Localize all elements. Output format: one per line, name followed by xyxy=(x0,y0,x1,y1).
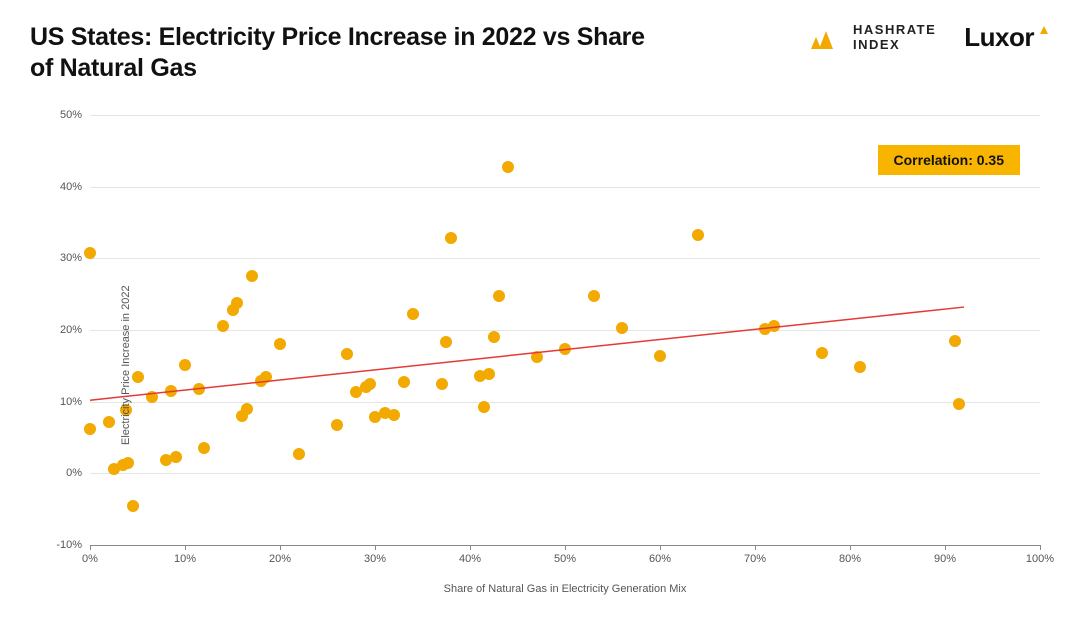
data-point xyxy=(84,423,96,435)
data-point xyxy=(531,351,543,363)
y-tick-label: 20% xyxy=(60,324,82,336)
data-point xyxy=(949,335,961,347)
data-point xyxy=(440,336,452,348)
data-point xyxy=(488,331,500,343)
logo-group: HASHRATE INDEX Luxor xyxy=(811,22,1050,53)
data-point xyxy=(179,359,191,371)
gridline xyxy=(90,258,1040,259)
x-tick xyxy=(850,545,851,550)
hashrate-line1: HASHRATE xyxy=(853,23,936,37)
x-tick xyxy=(660,545,661,550)
y-tick-label: 10% xyxy=(60,396,82,408)
page-title: US States: Electricity Price Increase in… xyxy=(30,22,650,85)
y-tick-label: 40% xyxy=(60,181,82,193)
luxor-logo: Luxor xyxy=(964,22,1050,53)
x-tick xyxy=(470,545,471,550)
x-tick-label: 90% xyxy=(934,553,956,565)
data-point xyxy=(103,416,115,428)
luxor-icon xyxy=(1038,24,1050,36)
data-point xyxy=(388,409,400,421)
x-tick xyxy=(945,545,946,550)
gridline xyxy=(90,473,1040,474)
data-point xyxy=(331,419,343,431)
data-point xyxy=(616,322,628,334)
x-tick xyxy=(1040,545,1041,550)
data-point xyxy=(398,376,410,388)
gridline xyxy=(90,330,1040,331)
gridline xyxy=(90,402,1040,403)
scatter-chart: Electricity Price Increase in 2022 Share… xyxy=(90,115,1040,545)
y-tick-label: -10% xyxy=(56,539,82,551)
data-point xyxy=(84,247,96,259)
luxor-text: Luxor xyxy=(964,22,1034,53)
data-point xyxy=(170,451,182,463)
data-point xyxy=(122,457,134,469)
x-tick-label: 0% xyxy=(82,553,98,565)
data-point xyxy=(260,371,272,383)
x-tick xyxy=(375,545,376,550)
data-point xyxy=(493,290,505,302)
x-tick xyxy=(90,545,91,550)
data-point xyxy=(483,368,495,380)
gridline xyxy=(90,115,1040,116)
data-point xyxy=(502,161,514,173)
data-point xyxy=(816,347,828,359)
data-point xyxy=(407,308,419,320)
x-axis-title: Share of Natural Gas in Electricity Gene… xyxy=(90,583,1040,595)
y-axis-title: Electricity Price Increase in 2022 xyxy=(120,285,132,445)
data-point xyxy=(246,270,258,282)
x-tick-label: 80% xyxy=(839,553,861,565)
x-tick-label: 100% xyxy=(1026,553,1054,565)
data-point xyxy=(217,320,229,332)
hashrate-icon xyxy=(811,23,845,53)
data-point xyxy=(588,290,600,302)
data-point xyxy=(146,391,158,403)
hashrate-index-logo: HASHRATE INDEX xyxy=(811,23,936,53)
data-point xyxy=(478,401,490,413)
data-point xyxy=(274,338,286,350)
x-tick xyxy=(755,545,756,550)
data-point xyxy=(241,403,253,415)
x-tick xyxy=(565,545,566,550)
x-tick xyxy=(185,545,186,550)
y-tick-label: 0% xyxy=(66,467,82,479)
data-point xyxy=(132,371,144,383)
gridline xyxy=(90,187,1040,188)
x-tick-label: 20% xyxy=(269,553,291,565)
data-point xyxy=(692,229,704,241)
data-point xyxy=(654,350,666,362)
data-point xyxy=(198,442,210,454)
data-point xyxy=(341,348,353,360)
x-tick-label: 30% xyxy=(364,553,386,565)
data-point xyxy=(953,398,965,410)
data-point xyxy=(231,297,243,309)
hashrate-text: HASHRATE INDEX xyxy=(853,23,936,52)
data-point xyxy=(127,500,139,512)
data-point xyxy=(364,378,376,390)
hashrate-line2: INDEX xyxy=(853,38,936,52)
data-point xyxy=(193,383,205,395)
data-point xyxy=(559,343,571,355)
data-point xyxy=(436,378,448,390)
y-tick-label: 50% xyxy=(60,109,82,121)
x-tick-label: 10% xyxy=(174,553,196,565)
x-tick-label: 40% xyxy=(459,553,481,565)
data-point xyxy=(768,320,780,332)
data-point xyxy=(854,361,866,373)
y-tick-label: 30% xyxy=(60,252,82,264)
plot-area xyxy=(90,115,1040,545)
header: US States: Electricity Price Increase in… xyxy=(30,22,1050,85)
data-point xyxy=(165,385,177,397)
x-tick-label: 70% xyxy=(744,553,766,565)
x-tick xyxy=(280,545,281,550)
x-tick-label: 50% xyxy=(554,553,576,565)
x-tick-label: 60% xyxy=(649,553,671,565)
data-point xyxy=(445,232,457,244)
data-point xyxy=(293,448,305,460)
